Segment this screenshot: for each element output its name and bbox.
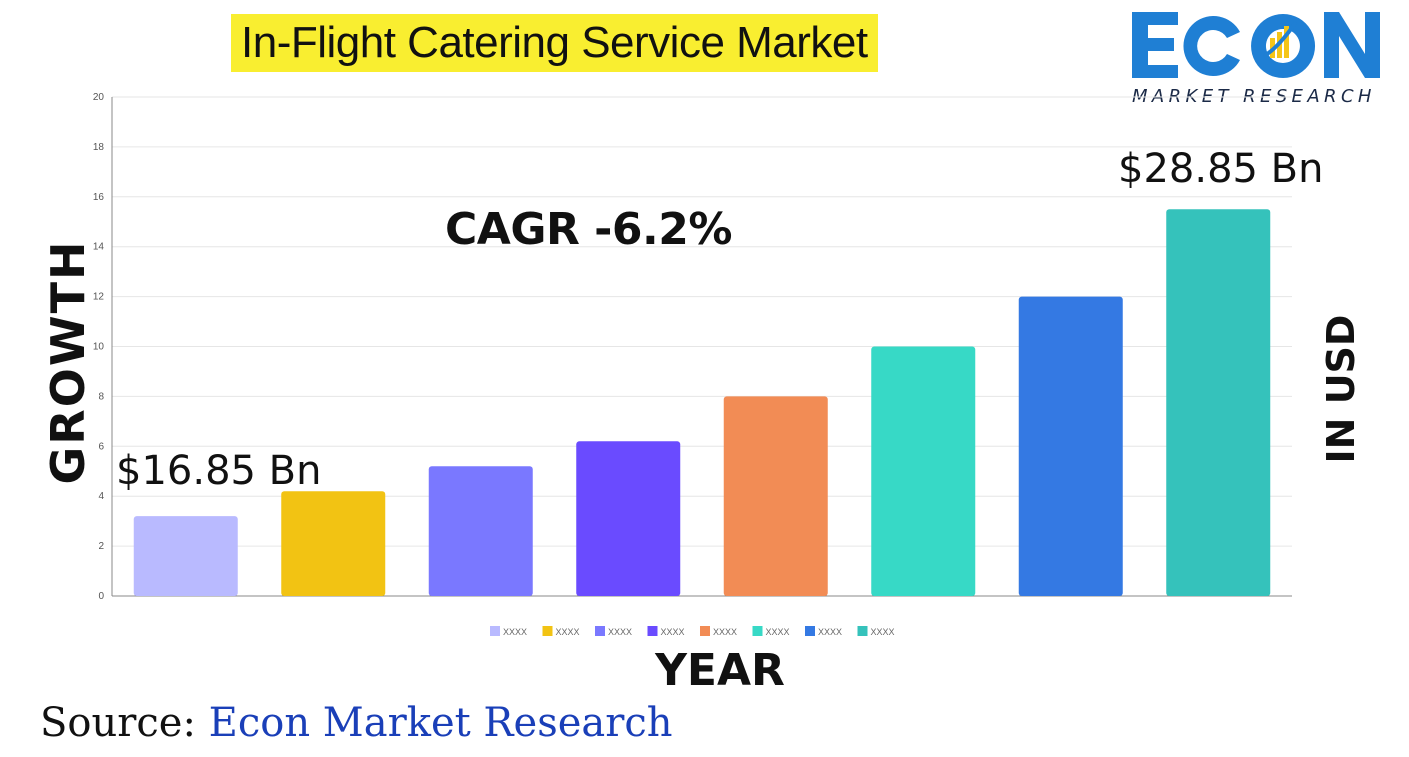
legend-label: XXXX [556,627,580,637]
legend-label: XXXX [713,627,737,637]
source-prefix: Source: [40,700,209,746]
legend-swatch [700,626,710,636]
legend-label: XXXX [661,627,685,637]
legend-label: XXXX [608,627,632,637]
legend-swatch [805,626,815,636]
legend-swatch [647,626,658,636]
bar [723,396,828,596]
bar [576,441,681,596]
y-tick-label: 12 [93,292,105,303]
bar [1166,209,1271,596]
y-tick-label: 14 [93,242,105,253]
legend-swatch [857,626,868,636]
y-axis-label-right: IN USD [1319,314,1363,464]
legend-label: XXXX [871,627,895,637]
legend-label: XXXX [818,627,842,637]
source-name: Econ Market Research [208,700,673,746]
start-value-annotation: $16.85 Bn [116,448,322,494]
y-tick-label: 16 [93,192,105,203]
y-tick-label: 0 [98,591,104,602]
x-axis-label: YEAR [655,645,785,696]
bar [428,466,533,596]
source-note: Source: Econ Market Research [40,700,673,746]
bar [281,491,386,596]
chart-title: In-Flight Catering Service Market [231,14,878,72]
bar [1018,296,1123,596]
legend-label: XXXX [503,627,527,637]
end-value-annotation: $28.85 Bn [1118,146,1324,192]
legend-swatch [595,626,605,636]
legend-label: XXXX [766,627,790,637]
y-tick-label: 18 [93,142,105,153]
y-tick-label: 2 [98,541,104,552]
bar [871,346,976,596]
logo-mark-icon [1132,12,1380,78]
legend-swatch [490,626,500,636]
y-tick-label: 8 [98,391,104,402]
legend-swatch [752,626,763,636]
y-tick-label: 6 [98,441,104,452]
y-axis-label-left: GROWTH [41,239,95,485]
y-tick-label: 10 [93,342,105,353]
bar [133,516,238,596]
y-tick-label: 4 [98,491,104,502]
legend-swatch [542,626,553,636]
cagr-annotation: CAGR -6.2% [445,204,732,255]
y-tick-label: 20 [93,92,105,103]
